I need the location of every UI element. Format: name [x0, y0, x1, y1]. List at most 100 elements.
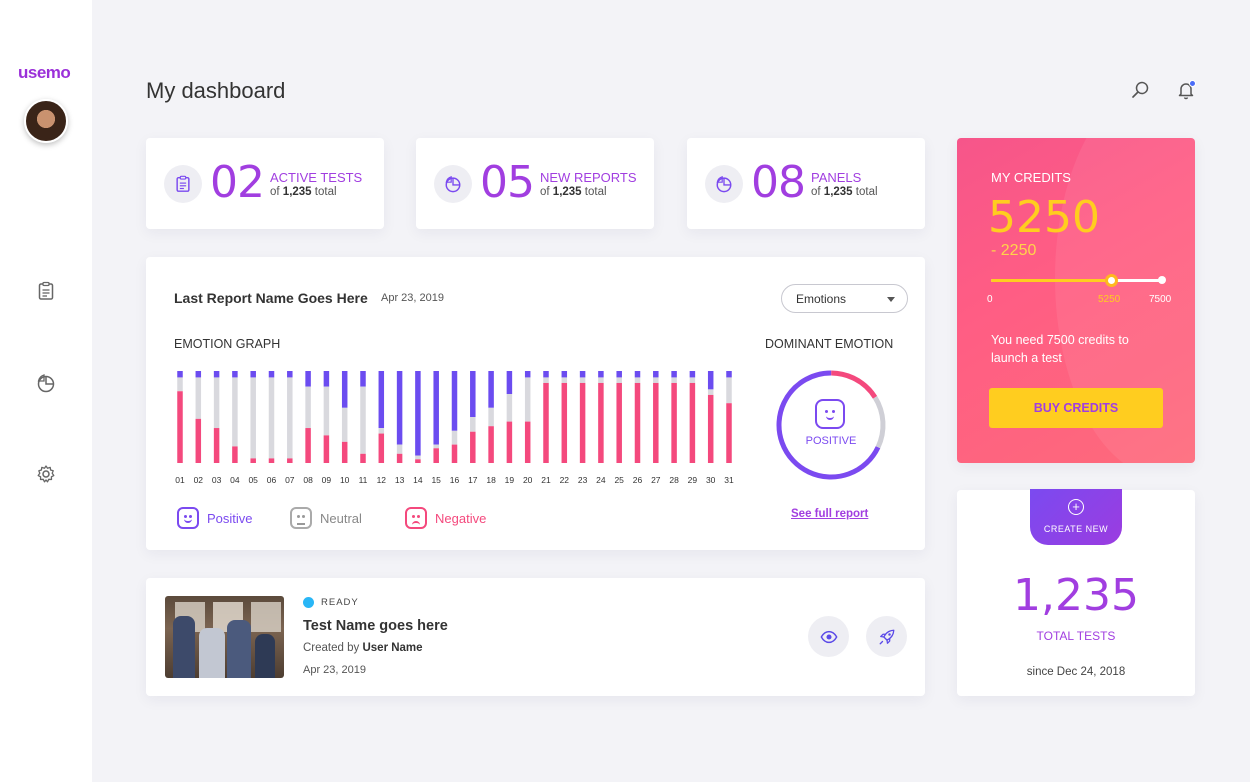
stat-label: ACTIVE TESTS: [270, 170, 363, 185]
bar-positive-02: [195, 371, 202, 378]
stat-card-active-tests[interactable]: 02 ACTIVE TESTS of 1,235 total: [146, 138, 384, 229]
x-tick-label: 01: [175, 475, 185, 485]
bar-positive-05: [250, 371, 256, 378]
test-date: Apr 23, 2019: [303, 664, 366, 676]
avatar[interactable]: [24, 99, 68, 143]
legend-positive[interactable]: Positive: [177, 507, 253, 529]
bar-neutral-04: [232, 377, 238, 447]
x-tick-label: 16: [450, 475, 460, 485]
x-tick-label: 14: [413, 475, 423, 485]
gear-icon[interactable]: [34, 462, 58, 486]
bar-positive-22: [561, 371, 568, 378]
bar-positive-15: [433, 371, 439, 445]
bar-neutral-02: [195, 377, 202, 419]
bar-neutral-17: [470, 417, 476, 432]
search-icon[interactable]: [1128, 78, 1152, 102]
bar-negative-02: [195, 418, 202, 463]
bar-neutral-31: [726, 377, 732, 404]
bar-negative-25: [616, 382, 622, 463]
launch-button[interactable]: [866, 616, 907, 657]
x-tick-label: 23: [578, 475, 588, 485]
bar-neutral-12: [378, 428, 385, 434]
x-tick-label: 11: [359, 475, 368, 485]
x-tick-label: 15: [431, 475, 441, 485]
notification-dot: [1189, 80, 1196, 87]
chevron-down-icon: [887, 297, 895, 302]
x-tick-label: 18: [486, 475, 496, 485]
bar-neutral-29: [689, 377, 696, 383]
status-dot: [303, 597, 314, 608]
bar-negative-08: [305, 428, 311, 463]
bar-positive-10: [341, 371, 348, 408]
bar-neutral-10: [341, 407, 348, 442]
bar-negative-16: [451, 444, 458, 463]
bar-positive-06: [268, 371, 275, 378]
bar-neutral-18: [488, 407, 494, 427]
bar-positive-21: [543, 371, 549, 378]
bell-icon[interactable]: [1174, 78, 1198, 102]
view-button[interactable]: [808, 616, 849, 657]
total-tests-label: TOTAL TESTS: [1036, 629, 1116, 643]
x-tick-label: 03: [212, 475, 222, 485]
bar-negative-28: [671, 382, 677, 463]
stat-number: 08: [751, 157, 806, 208]
bar-negative-19: [506, 421, 513, 463]
bar-positive-30: [707, 371, 714, 390]
emotions-select[interactable]: Emotions: [781, 284, 908, 313]
stat-card-panels[interactable]: 08 PANELS of 1,235 total: [687, 138, 925, 229]
bar-negative-04: [232, 446, 238, 463]
x-tick-label: 20: [523, 475, 533, 485]
clipboard-icon[interactable]: [34, 279, 58, 303]
bar-positive-18: [488, 371, 494, 408]
bar-positive-01: [177, 371, 183, 378]
bar-negative-12: [378, 433, 385, 463]
bar-negative-01: [177, 391, 183, 463]
credits-slider-handle[interactable]: [1105, 274, 1119, 287]
bar-positive-27: [653, 371, 659, 378]
test-thumbnail[interactable]: [165, 596, 284, 678]
x-tick-label: 25: [614, 475, 624, 485]
bar-positive-08: [305, 371, 311, 387]
bar-negative-10: [341, 441, 348, 463]
bar-neutral-30: [707, 389, 714, 395]
total-tests-since: since Dec 24, 2018: [1026, 666, 1126, 678]
credits-delta: - 2250: [991, 242, 1037, 259]
credits-card: MY CREDITS 5250 - 2250 0 5250 7500 You n…: [957, 138, 1195, 463]
status-text: READY: [321, 597, 359, 608]
stat-subtext: of 1,235 total: [540, 186, 607, 198]
legend-neutral[interactable]: Neutral: [290, 507, 362, 529]
bar-positive-04: [232, 371, 238, 378]
app-logo[interactable]: usemo: [18, 63, 71, 82]
neutral-face-icon: [290, 507, 312, 529]
bar-positive-14: [415, 371, 421, 456]
legend-negative[interactable]: Negative: [405, 507, 486, 529]
donut-segment-neutral: [776, 370, 886, 480]
x-tick-label: 30: [706, 475, 716, 485]
test-name[interactable]: Test Name goes here: [303, 618, 448, 634]
x-tick-label: 09: [322, 475, 332, 485]
create-new-button[interactable]: + CREATE NEW: [1030, 489, 1122, 545]
bar-neutral-07: [287, 377, 293, 459]
slider-max-label: 7500: [1149, 294, 1172, 305]
bar-positive-16: [451, 371, 458, 431]
bar-negative-29: [689, 382, 696, 463]
x-tick-label: 27: [651, 475, 661, 485]
stat-card-new-reports[interactable]: 05 NEW REPORTS of 1,235 total: [416, 138, 654, 229]
bar-neutral-06: [268, 377, 275, 459]
bar-positive-29: [689, 371, 696, 378]
see-full-report-link[interactable]: See full report: [791, 508, 869, 520]
x-tick-label: 04: [230, 475, 240, 485]
dominant-emotion-value: POSITIVE: [805, 435, 857, 447]
bar-positive-17: [470, 371, 476, 417]
bar-negative-09: [323, 435, 330, 463]
credits-slider[interactable]: [991, 274, 1166, 287]
bar-negative-03: [213, 428, 220, 463]
bar-neutral-05: [250, 377, 256, 459]
bar-positive-28: [671, 371, 677, 378]
pie-chart-icon[interactable]: [34, 371, 58, 395]
bar-negative-31: [726, 403, 732, 463]
bar-negative-06: [268, 458, 275, 463]
buy-credits-button[interactable]: BUY CREDITS: [989, 388, 1163, 428]
x-tick-label: 26: [633, 475, 643, 485]
bar-positive-07: [287, 371, 293, 378]
